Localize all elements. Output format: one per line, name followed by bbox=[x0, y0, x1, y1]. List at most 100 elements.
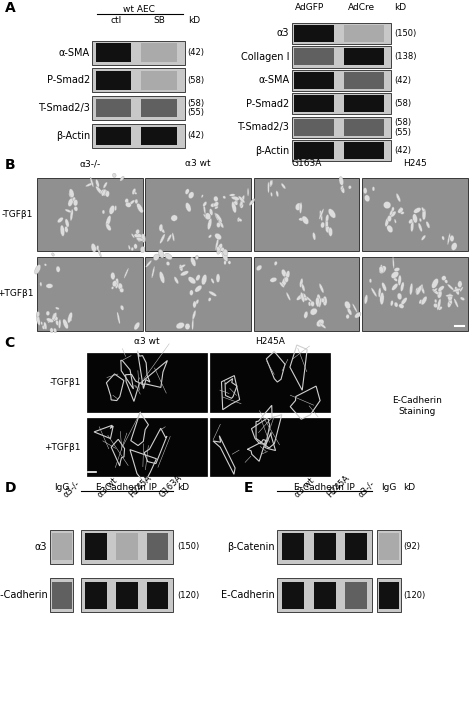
Ellipse shape bbox=[432, 289, 438, 294]
Bar bbox=[141, 127, 176, 145]
Ellipse shape bbox=[96, 186, 102, 194]
Ellipse shape bbox=[46, 284, 53, 288]
Text: E-Cadherin: E-Cadherin bbox=[0, 590, 47, 600]
Ellipse shape bbox=[100, 189, 108, 196]
Ellipse shape bbox=[353, 304, 357, 312]
Bar bbox=[210, 418, 330, 476]
Ellipse shape bbox=[68, 198, 73, 206]
Bar bbox=[277, 530, 372, 564]
Ellipse shape bbox=[392, 284, 398, 290]
Ellipse shape bbox=[301, 292, 304, 302]
Ellipse shape bbox=[319, 209, 324, 219]
Text: (58): (58) bbox=[188, 76, 205, 85]
Text: AdGFP: AdGFP bbox=[295, 3, 324, 12]
Text: wt AEC: wt AEC bbox=[123, 5, 155, 14]
Ellipse shape bbox=[299, 218, 304, 221]
Ellipse shape bbox=[390, 209, 393, 215]
Text: H245A: H245A bbox=[255, 337, 285, 346]
Ellipse shape bbox=[35, 264, 41, 274]
Ellipse shape bbox=[432, 279, 438, 289]
Ellipse shape bbox=[394, 267, 400, 272]
Ellipse shape bbox=[306, 296, 312, 303]
Ellipse shape bbox=[54, 328, 57, 333]
Ellipse shape bbox=[42, 325, 45, 329]
Ellipse shape bbox=[319, 284, 324, 293]
Ellipse shape bbox=[86, 183, 93, 187]
Ellipse shape bbox=[382, 282, 386, 291]
Ellipse shape bbox=[270, 180, 273, 186]
Ellipse shape bbox=[421, 286, 425, 294]
Ellipse shape bbox=[426, 221, 430, 228]
Ellipse shape bbox=[185, 189, 189, 194]
Bar bbox=[294, 142, 334, 159]
Bar bbox=[379, 533, 399, 560]
Ellipse shape bbox=[146, 260, 152, 267]
Ellipse shape bbox=[460, 297, 465, 301]
Text: SB: SB bbox=[153, 16, 165, 25]
Bar bbox=[37, 178, 143, 252]
Ellipse shape bbox=[391, 272, 399, 279]
Ellipse shape bbox=[449, 299, 452, 304]
Ellipse shape bbox=[379, 267, 384, 272]
Bar bbox=[50, 530, 73, 564]
Bar bbox=[96, 99, 131, 117]
Ellipse shape bbox=[237, 218, 240, 222]
Ellipse shape bbox=[345, 301, 350, 309]
Bar bbox=[292, 93, 391, 114]
Bar bbox=[52, 533, 72, 560]
Ellipse shape bbox=[369, 279, 372, 283]
Ellipse shape bbox=[215, 238, 219, 250]
Bar bbox=[146, 178, 251, 252]
Text: α3-/-: α3-/- bbox=[79, 159, 100, 169]
Ellipse shape bbox=[455, 287, 459, 295]
Text: -TGFβ1: -TGFβ1 bbox=[49, 378, 81, 387]
Ellipse shape bbox=[224, 260, 226, 264]
Bar bbox=[345, 582, 367, 609]
Ellipse shape bbox=[328, 209, 336, 218]
Ellipse shape bbox=[412, 214, 418, 223]
Ellipse shape bbox=[53, 316, 58, 320]
Ellipse shape bbox=[195, 285, 202, 292]
Ellipse shape bbox=[165, 253, 172, 260]
Ellipse shape bbox=[378, 288, 381, 297]
Ellipse shape bbox=[110, 272, 115, 279]
Ellipse shape bbox=[347, 308, 352, 315]
Ellipse shape bbox=[269, 180, 273, 187]
Text: α3 wt: α3 wt bbox=[185, 159, 211, 169]
Text: B: B bbox=[5, 158, 15, 172]
Bar bbox=[92, 124, 185, 148]
Bar bbox=[362, 257, 468, 331]
Ellipse shape bbox=[256, 265, 262, 271]
Text: α3-/-: α3-/- bbox=[62, 479, 82, 499]
Bar bbox=[141, 71, 176, 90]
Ellipse shape bbox=[460, 287, 463, 292]
Ellipse shape bbox=[158, 250, 164, 258]
Ellipse shape bbox=[215, 233, 221, 240]
Bar bbox=[377, 530, 401, 564]
Ellipse shape bbox=[316, 297, 320, 307]
Ellipse shape bbox=[434, 299, 437, 303]
Ellipse shape bbox=[70, 317, 72, 321]
Ellipse shape bbox=[56, 266, 60, 272]
Ellipse shape bbox=[451, 242, 457, 250]
Ellipse shape bbox=[203, 214, 208, 220]
Ellipse shape bbox=[393, 278, 397, 282]
Ellipse shape bbox=[414, 208, 421, 213]
Ellipse shape bbox=[394, 302, 398, 307]
Text: β-Actin: β-Actin bbox=[56, 131, 90, 141]
Text: E: E bbox=[244, 481, 254, 496]
Ellipse shape bbox=[383, 201, 391, 208]
Ellipse shape bbox=[36, 311, 40, 317]
Ellipse shape bbox=[106, 215, 111, 227]
Ellipse shape bbox=[394, 219, 396, 223]
Ellipse shape bbox=[326, 226, 328, 231]
Ellipse shape bbox=[209, 291, 217, 296]
Bar bbox=[87, 418, 207, 476]
Ellipse shape bbox=[115, 278, 118, 289]
Ellipse shape bbox=[166, 262, 170, 265]
Ellipse shape bbox=[134, 233, 142, 238]
Ellipse shape bbox=[98, 248, 101, 257]
Ellipse shape bbox=[445, 279, 448, 283]
Ellipse shape bbox=[281, 183, 286, 189]
Ellipse shape bbox=[446, 294, 453, 297]
